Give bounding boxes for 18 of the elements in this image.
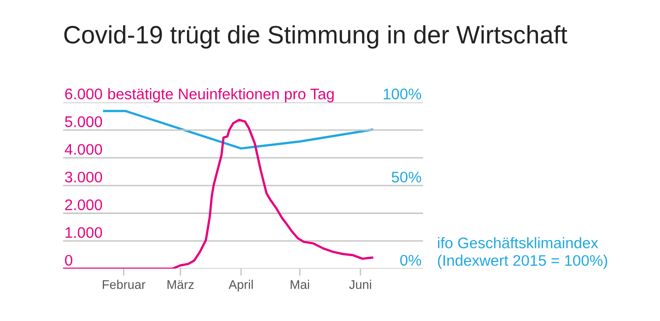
y2-tick-label: 100% [384,88,422,100]
x-tick-label: März [168,280,194,289]
y-tick-label: 5.000 [65,116,102,128]
y2-tick-label: 0% [400,254,422,266]
y2-axis-title: ifo Geschäftsklimaindex (Indexwert 2015 = 100%) [438,237,608,269]
x-tick-label: Februar [102,280,146,289]
x-tick-label: Juni [349,280,372,289]
y-tick-label: 0 [65,254,72,266]
y-tick-label: 6.000 [65,88,102,100]
chart-title: Covid-19 trügt die Stimmung in der Wirtschaft [64,25,568,49]
x-tick-label: Mai [290,280,310,289]
y2-tick-label: 50% [392,172,422,183]
x-tick-label: April [228,280,253,292]
y-tick-label: 3.000 [65,172,102,183]
y-tick-label: 4.000 [64,144,102,155]
y-axis-title: bestätigte Neuinfektionen pro Tag [108,88,334,102]
y-tick-label: 2.000 [65,199,102,210]
y-tick-label: 1.000 [66,227,102,238]
